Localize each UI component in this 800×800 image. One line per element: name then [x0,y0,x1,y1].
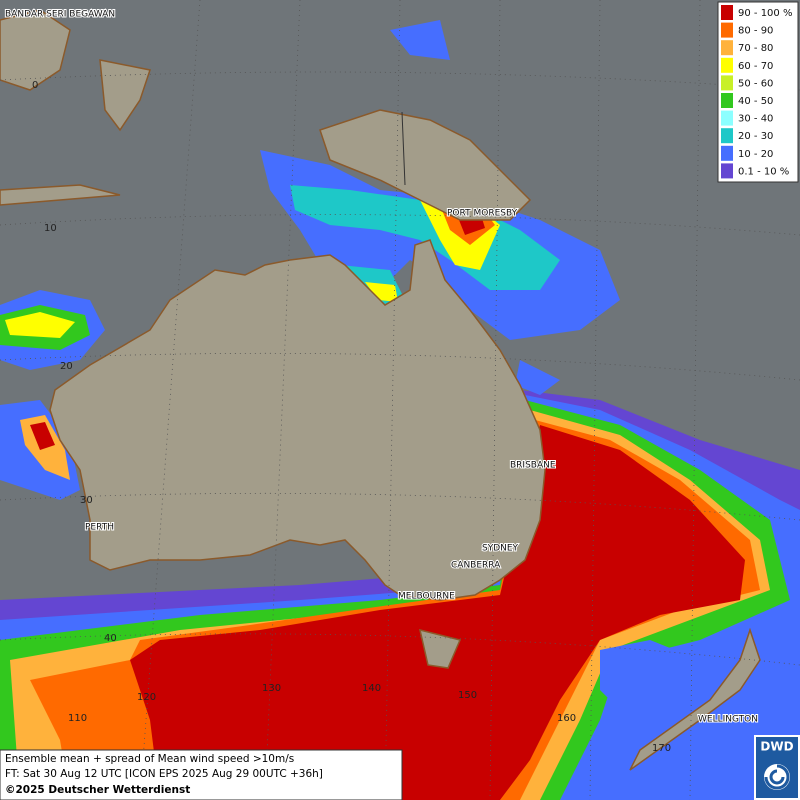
legend-swatch [721,75,733,91]
grid-label: 130 [262,683,281,694]
grid-label: 110 [68,713,87,724]
legend-swatch [721,128,733,144]
grid-label: 30 [80,495,93,506]
city-label: CANBERRA [451,561,501,571]
caption-line: FT: Sat 30 Aug 12 UTC [ICON EPS 2025 Aug… [5,768,323,780]
logo-text: DWD [760,740,793,754]
logo-swirl [764,764,790,790]
legend-label: 80 - 90 [738,26,773,37]
grid-label: 0 [32,80,38,91]
city-label: BRISBANE [510,461,556,471]
legend-swatch [721,145,733,161]
grid-label: 120 [137,692,156,703]
legend-swatch [721,5,733,20]
legend-label: 0.1 - 10 % [738,166,789,177]
grid-label: 10 [44,223,57,234]
legend-label: 40 - 50 [738,96,773,107]
grid-label: 170 [652,743,671,754]
city-label: PERTH [85,523,114,533]
legend-swatch [721,93,733,108]
city-label: BANDAR SERI BEGAWAN [5,10,115,20]
legend-label: 50 - 60 [738,78,773,89]
border [401,111,406,186]
grid-label: 140 [362,683,381,694]
labels: BANDAR SERI BEGAWAN PORT MORESBY BRISBANE P… [4,9,759,755]
city-label: WELLINGTON [698,715,758,725]
legend-label: 30 - 40 [738,114,773,125]
legend-swatch [721,57,733,73]
legend-label: 90 - 100 % [738,8,792,19]
grid-label: 160 [557,713,576,724]
city-label: SYDNEY [482,544,519,554]
legend-swatch [721,40,733,56]
city-label: PORT MORESBY [447,209,518,219]
caption-line: ©2025 Deutscher Wetterdienst [5,784,190,796]
grid-label: 150 [458,690,477,701]
city-label: MELBOURNE [398,592,455,602]
legend-label: 20 - 30 [738,131,773,142]
grid-label: 20 [60,361,73,372]
legend: 90 - 100 % 80 - 90 70 - 80 60 - 70 50 - 60 40… [717,1,799,183]
legend-swatch [721,163,733,179]
legend-swatch [721,22,733,38]
logo-swirl-line [764,764,790,790]
grid-label: 40 [104,633,117,644]
legend-swatch [721,110,733,126]
legend-label: 10 - 20 [738,149,773,160]
caption-box [0,749,403,800]
legend-label: 70 - 80 [738,43,773,54]
caption-line: Ensemble mean + spread of Mean wind spee… [5,753,294,765]
land [0,9,761,771]
legend-label: 60 - 70 [738,61,773,72]
